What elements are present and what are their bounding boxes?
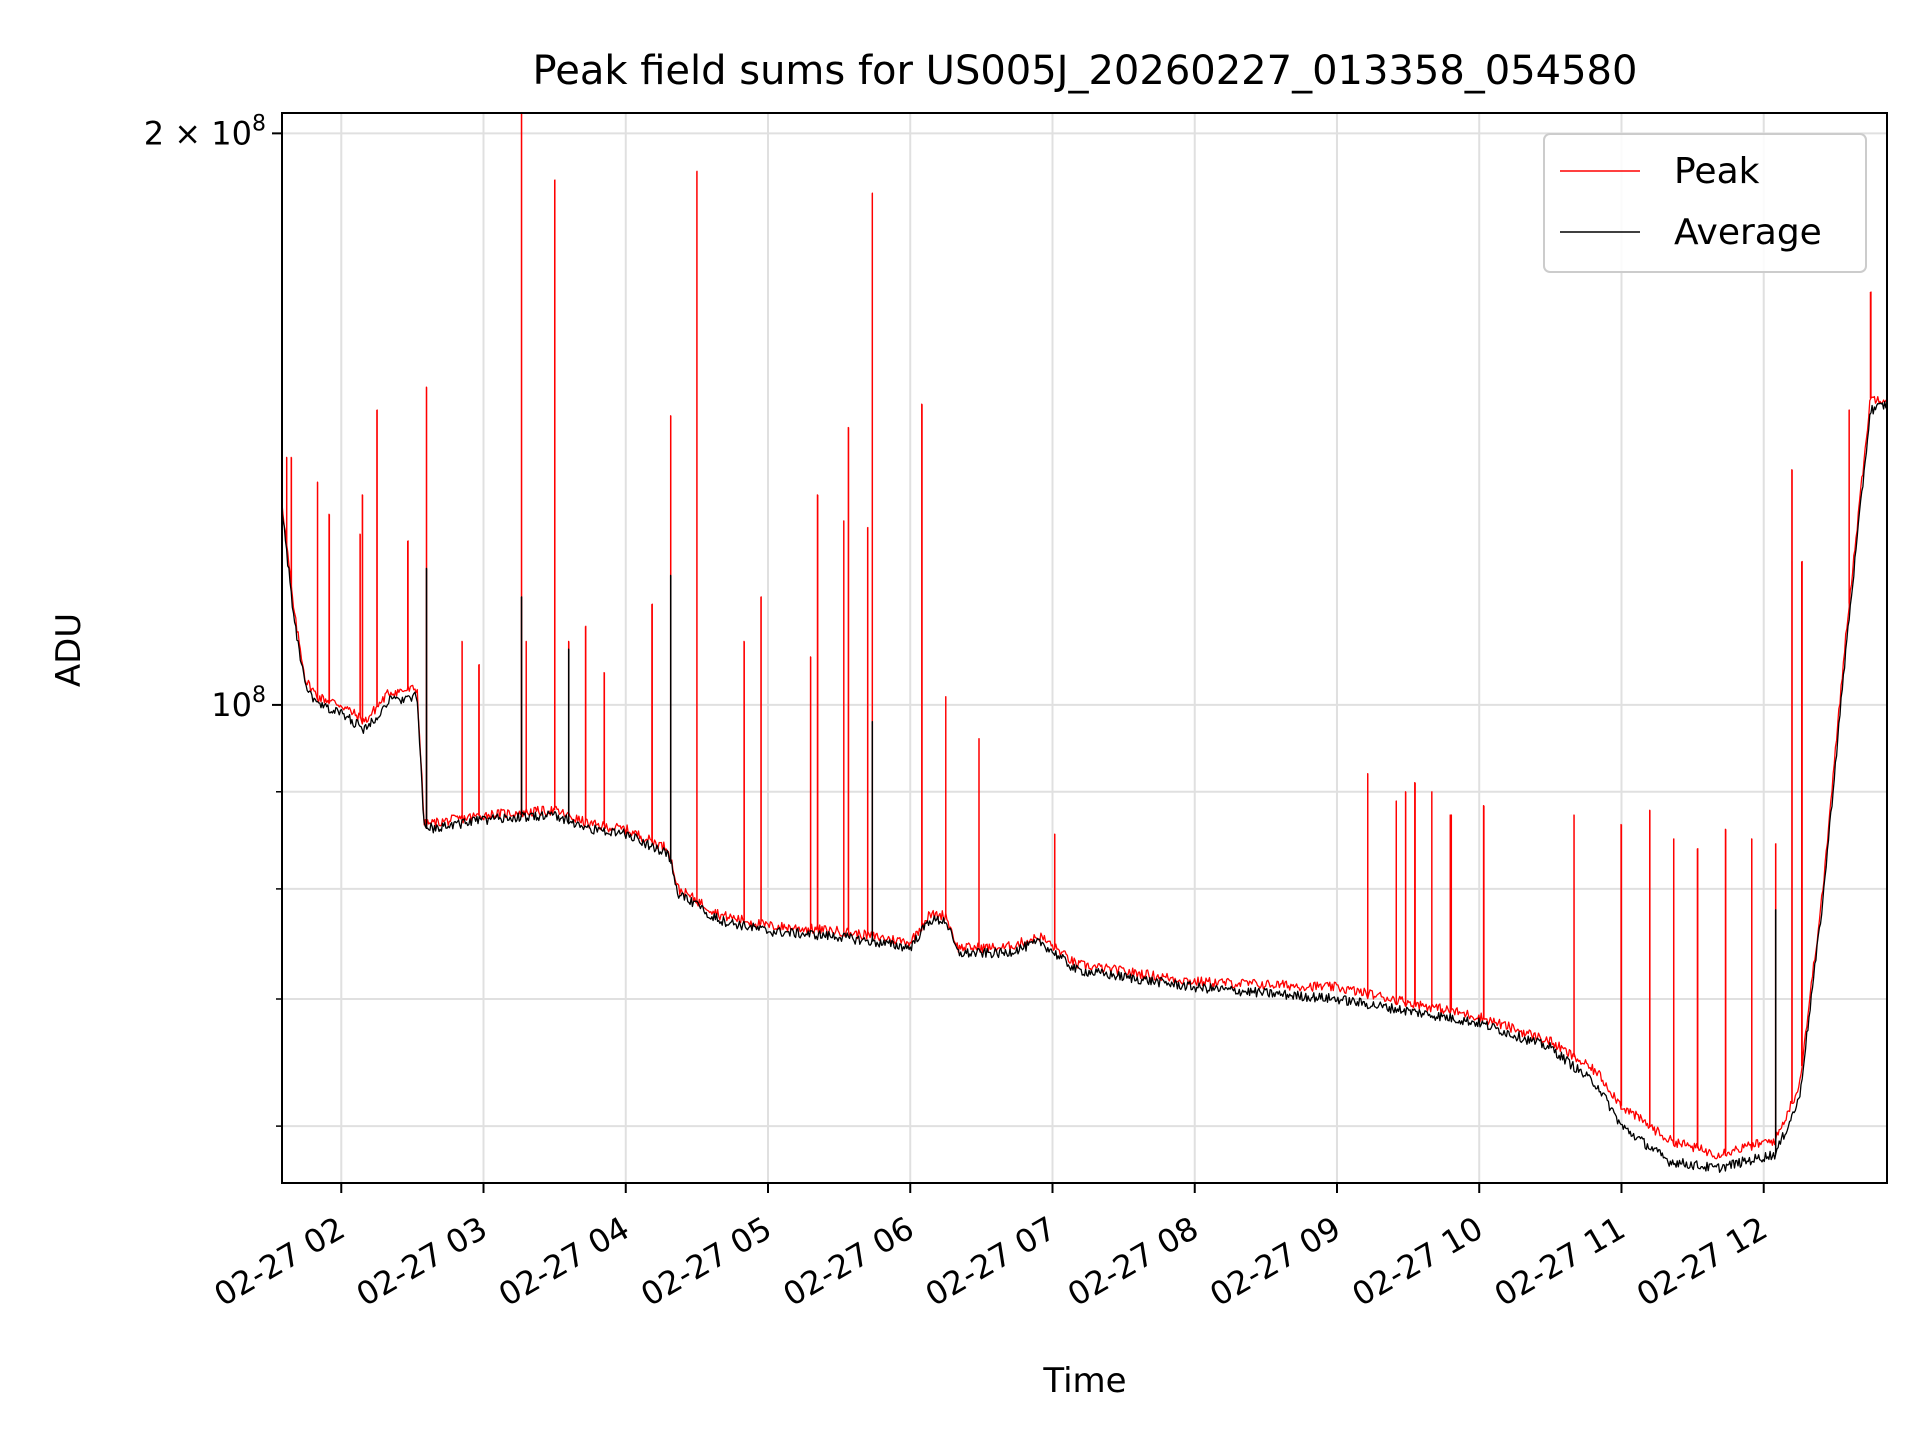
series-average bbox=[282, 401, 1887, 1173]
series-line-peak bbox=[282, 113, 1887, 1160]
x-axis-label: Time bbox=[1042, 1361, 1126, 1401]
grid bbox=[282, 113, 1887, 1183]
chart-title: Peak field sums for US005J_20260227_0133… bbox=[533, 48, 1638, 94]
y-tick-label: 2 × 108 bbox=[144, 111, 266, 152]
y-axis-label: ADU bbox=[49, 613, 89, 687]
legend-label-peak: Peak bbox=[1674, 151, 1760, 192]
legend-box bbox=[1543, 133, 1867, 273]
series-peak bbox=[282, 113, 1887, 1160]
y-tick-label: 108 bbox=[211, 683, 266, 724]
plot-frame bbox=[281, 112, 1888, 1184]
legend-label-average: Average bbox=[1674, 212, 1822, 253]
series-line-average bbox=[282, 401, 1887, 1173]
series-layer bbox=[282, 113, 1887, 1173]
legend: Peak Average bbox=[1543, 133, 1867, 273]
